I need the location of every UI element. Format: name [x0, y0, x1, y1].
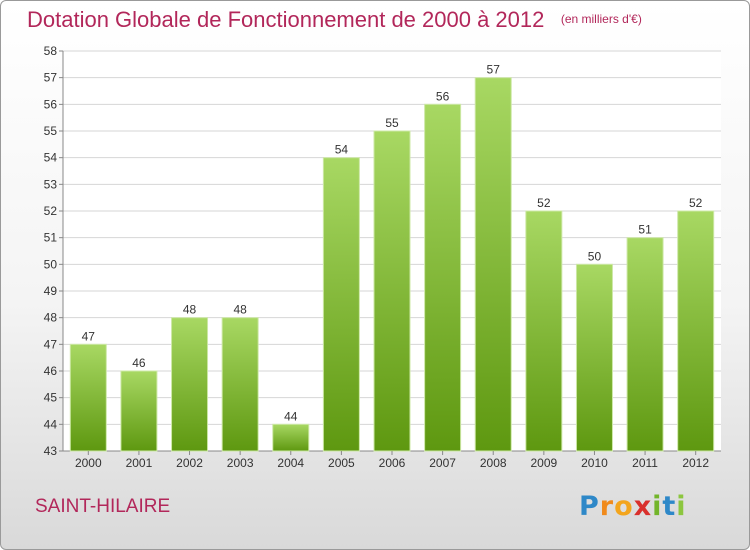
- logo-letter: o: [614, 491, 634, 522]
- x-tick-label: 2000: [75, 456, 102, 470]
- data-label: 47: [82, 329, 96, 343]
- x-tick-label: 2004: [277, 456, 304, 470]
- logo-letter: i: [676, 491, 687, 522]
- x-tick-label: 2002: [176, 456, 203, 470]
- chart-title: Dotation Globale de Fonctionnement de 20…: [27, 7, 545, 32]
- logo-letter: t: [662, 491, 677, 522]
- y-tick-label: 52: [44, 204, 58, 218]
- y-tick-label: 47: [44, 337, 58, 351]
- logo-letter: x: [633, 491, 653, 522]
- y-tick-label: 48: [44, 311, 58, 325]
- x-tick-label: 2012: [682, 456, 709, 470]
- title-row: Dotation Globale de Fonctionnement de 20…: [27, 7, 642, 33]
- y-tick-label: 51: [44, 231, 58, 245]
- bar: [525, 210, 563, 452]
- y-tick-label: 50: [44, 257, 58, 271]
- data-label: 48: [233, 303, 247, 317]
- x-tick-label: 2005: [328, 456, 355, 470]
- data-label: 57: [487, 63, 501, 77]
- bar: [474, 77, 512, 452]
- x-tick-label: 2006: [379, 456, 406, 470]
- y-tick-label: 54: [44, 151, 58, 165]
- bar: [120, 370, 158, 452]
- y-tick-label: 43: [44, 444, 58, 458]
- x-tick-label: 2008: [480, 456, 507, 470]
- x-tick-label: 2003: [227, 456, 254, 470]
- data-label: 55: [385, 116, 399, 130]
- logo-letter: i: [652, 491, 663, 522]
- y-tick-label: 53: [44, 177, 58, 191]
- y-tick-label: 46: [44, 364, 58, 378]
- bar: [373, 130, 411, 452]
- bar: [626, 237, 664, 452]
- logo-letter: r: [599, 491, 615, 522]
- bar: [221, 317, 259, 452]
- x-tick-label: 2010: [581, 456, 608, 470]
- y-tick-label: 44: [44, 417, 58, 431]
- bar: [171, 317, 209, 452]
- chart-subtitle: (en milliers d'€): [560, 12, 642, 26]
- data-label: 48: [183, 303, 197, 317]
- y-tick-label: 49: [44, 284, 58, 298]
- proxiti-logo: Proxiti: [579, 491, 687, 522]
- x-tick-label: 2001: [126, 456, 153, 470]
- y-tick-label: 55: [44, 124, 58, 138]
- y-tick-label: 45: [44, 391, 58, 405]
- data-label: 52: [689, 196, 703, 210]
- data-label: 51: [638, 223, 652, 237]
- bar: [424, 103, 462, 452]
- bar: [677, 210, 715, 452]
- data-label: 54: [335, 143, 349, 157]
- data-label: 44: [284, 409, 298, 423]
- x-tick-label: 2007: [429, 456, 456, 470]
- bar: [272, 423, 310, 452]
- bar: [69, 343, 107, 452]
- x-tick-label: 2009: [530, 456, 557, 470]
- bar: [322, 157, 360, 452]
- y-tick-label: 57: [44, 71, 58, 85]
- commune-name: SAINT-HILAIRE: [35, 496, 171, 517]
- y-tick-label: 58: [44, 44, 58, 58]
- data-label: 52: [537, 196, 551, 210]
- x-tick-label: 2011: [632, 456, 658, 470]
- logo-letter: P: [579, 491, 600, 522]
- data-label: 50: [588, 249, 602, 263]
- bar: [575, 263, 613, 452]
- data-label: 46: [132, 356, 146, 370]
- y-tick-label: 56: [44, 97, 58, 111]
- data-label: 56: [436, 89, 450, 103]
